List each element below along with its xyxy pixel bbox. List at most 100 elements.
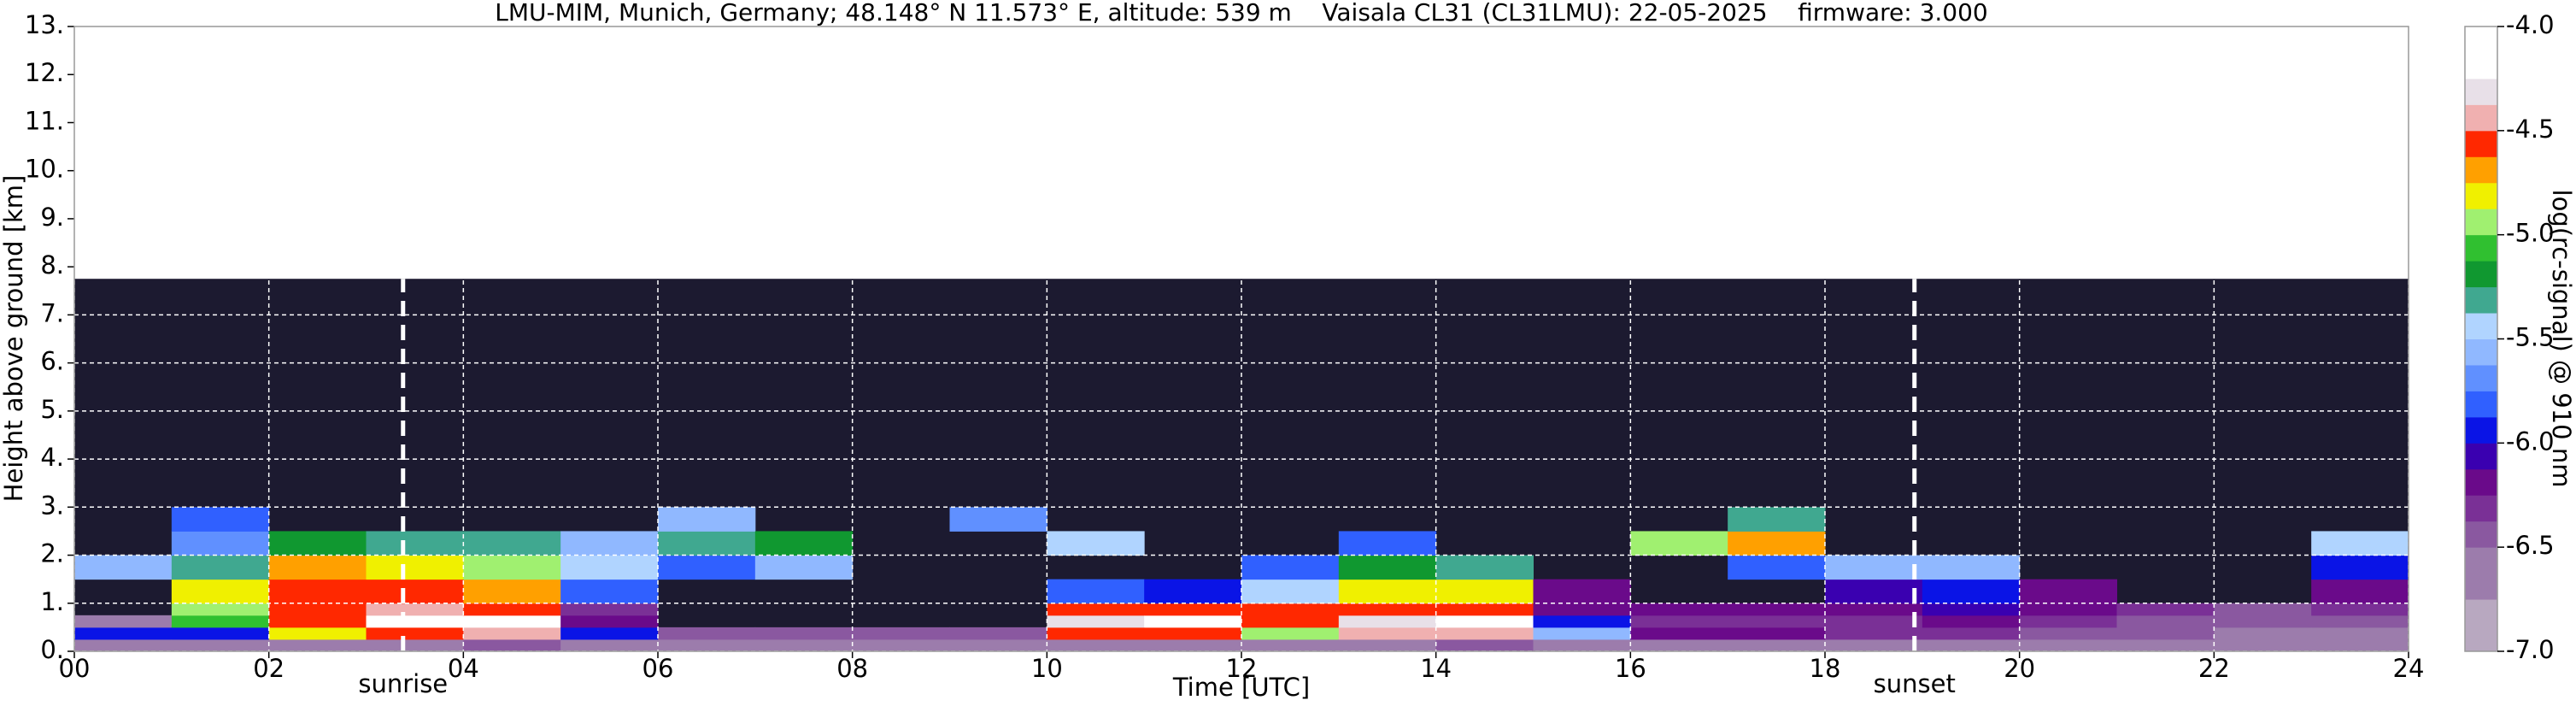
heatmap-cell	[74, 638, 173, 652]
heatmap-cell	[1533, 579, 1631, 604]
heatmap-cell	[2019, 603, 2117, 616]
colorbar-tick-label: -7.0	[2506, 635, 2555, 664]
heatmap-cell	[1144, 603, 1242, 616]
colorbar-segment	[2465, 364, 2497, 391]
heatmap-cell	[1728, 603, 1826, 616]
y-tick-label: 9.	[40, 203, 64, 232]
heatmap-cell	[2116, 627, 2215, 640]
heatmap-cell	[268, 555, 367, 580]
heatmap-cell	[366, 579, 464, 604]
y-tick-label: 1.	[40, 587, 64, 616]
x-tick-label: 16	[1615, 654, 1646, 683]
heatmap-cell	[463, 615, 561, 628]
y-tick-label: 10.	[25, 155, 64, 184]
x-tick-label: 24	[2393, 654, 2425, 683]
x-tick-label: 02	[253, 654, 285, 683]
heatmap-cell	[1728, 638, 1826, 652]
heatmap-cell	[949, 638, 1047, 652]
y-tick-label: 5.	[40, 395, 64, 424]
heatmap-cell	[754, 638, 854, 652]
heatmap-cell	[171, 531, 270, 556]
heatmap-cell	[1047, 531, 1145, 556]
heatmap-cell	[2311, 579, 2409, 604]
heatmap-cell	[1144, 579, 1242, 604]
colorbar-tick-label: -4.5	[2506, 115, 2555, 144]
heatmap-cell	[1922, 615, 2021, 628]
heatmap-cell	[1825, 579, 1923, 604]
heatmap-cell	[1338, 638, 1437, 652]
heatmap-cell	[1728, 531, 1826, 556]
heatmap-cell	[2116, 638, 2215, 652]
heatmap-cell	[560, 638, 659, 652]
heatmap-cell	[1241, 615, 1340, 628]
heatmap-cell	[171, 638, 270, 652]
colorbar-tick-label: -5.5	[2506, 323, 2555, 352]
heatmap-cell	[2019, 638, 2117, 652]
colorbar-segment	[2465, 182, 2497, 209]
x-tick-label: 08	[836, 654, 868, 683]
y-tick-label: 11.	[25, 106, 64, 135]
heatmap-cell	[1047, 638, 1145, 652]
heatmap-cell	[171, 507, 270, 532]
colorbar-segment	[2465, 104, 2497, 132]
heatmap-cell	[171, 627, 270, 640]
colorbar-segment	[2465, 416, 2497, 444]
colorbar-segment	[2465, 209, 2497, 236]
heatmap-cell	[2311, 603, 2409, 616]
y-tick-label: 3.	[40, 491, 64, 520]
heatmap-cell	[1922, 579, 2021, 604]
heatmap-cell	[1728, 615, 1826, 628]
chart-title: LMU-MIM, Munich, Germany; 48.148° N 11.5…	[495, 0, 1988, 26]
heatmap-cell	[949, 507, 1047, 532]
x-axis-label: Time [UTC]	[1172, 673, 1310, 702]
x-tick-label: 22	[2198, 654, 2230, 683]
heatmap-cell	[171, 555, 270, 580]
heatmap-cell	[754, 627, 854, 640]
x-tick-label: 04	[448, 654, 479, 683]
y-tick-label: 0.	[40, 635, 64, 664]
heatmap-cell	[1241, 638, 1340, 652]
colorbar-segment	[2465, 234, 2497, 262]
heatmap-cell	[1825, 627, 1923, 640]
heatmap-cell	[1435, 555, 1534, 580]
heatmap-cell	[463, 627, 561, 640]
heatmap-cell	[1144, 638, 1242, 652]
heatmap-cell	[1338, 579, 1437, 604]
heatmap-cell	[1241, 627, 1340, 640]
heatmap-cell	[366, 603, 464, 616]
heatmap-cell	[2214, 615, 2312, 628]
heatmap-cell	[2019, 627, 2117, 640]
heatmap-cell	[268, 615, 367, 628]
y-tick-label: 12.	[25, 58, 64, 87]
heatmap-cell	[1922, 603, 2021, 616]
heatmap-cell	[2019, 579, 2117, 604]
heatmap-cell	[1533, 615, 1631, 628]
heatmap-cell	[366, 555, 464, 580]
heatmap-cell	[2116, 615, 2215, 628]
heatmap-cell	[1338, 531, 1437, 556]
heatmap-cell	[1630, 603, 1728, 616]
y-tick-label: 8.	[40, 250, 64, 279]
heatmap-cell	[268, 531, 367, 556]
heatmap-cell	[366, 627, 464, 640]
heatmap-cell	[1435, 603, 1534, 616]
colorbar-tick-label: -5.0	[2506, 219, 2555, 248]
heatmap-cell	[1728, 555, 1826, 580]
colorbar-segment	[2465, 338, 2497, 366]
annotation-label: sunset	[1874, 669, 1956, 698]
heatmap-cell	[1047, 603, 1145, 616]
colorbar-segment	[2465, 495, 2497, 522]
heatmap-cell	[560, 615, 659, 628]
heatmap-cell	[1241, 603, 1340, 616]
heatmap-cell	[1338, 615, 1437, 628]
colorbar-tick-label: -6.5	[2506, 531, 2555, 560]
heatmap-cell	[1338, 627, 1437, 640]
heatmap-cell	[1533, 638, 1631, 652]
heatmap-cell	[463, 579, 561, 604]
y-axis-label: Height above ground [km]	[0, 175, 28, 503]
plot-frame	[73, 26, 2409, 652]
x-tick-label: 14	[1420, 654, 1452, 683]
heatmap-cell	[949, 627, 1047, 640]
y-tick-label: 2.	[40, 539, 64, 568]
